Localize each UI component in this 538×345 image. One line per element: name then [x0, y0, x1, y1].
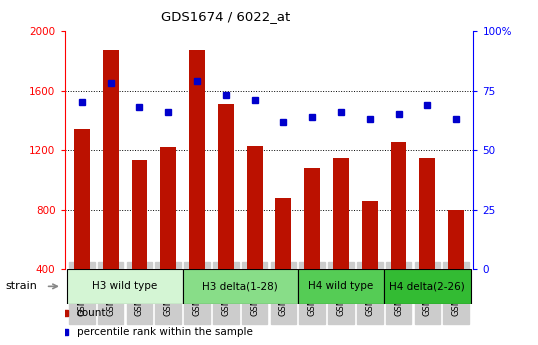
Bar: [182, 269, 298, 304]
Text: strain: strain: [5, 282, 37, 291]
Bar: [391, 142, 407, 269]
Bar: [67, 269, 182, 304]
Bar: [103, 50, 118, 269]
Bar: [74, 129, 90, 269]
Text: H3 delta(1-28): H3 delta(1-28): [202, 282, 278, 291]
Bar: [298, 269, 384, 304]
Text: GDS1674 / 6022_at: GDS1674 / 6022_at: [161, 10, 291, 23]
Bar: [305, 168, 320, 269]
Bar: [384, 269, 471, 304]
Bar: [218, 104, 233, 269]
Bar: [160, 147, 176, 269]
Text: percentile rank within the sample: percentile rank within the sample: [77, 327, 253, 337]
Text: count: count: [77, 308, 107, 318]
Bar: [362, 201, 378, 269]
Bar: [189, 50, 205, 269]
Bar: [333, 158, 349, 269]
Text: H4 wild type: H4 wild type: [308, 282, 373, 291]
Bar: [131, 160, 147, 269]
Bar: [420, 158, 435, 269]
Text: H4 delta(2-26): H4 delta(2-26): [390, 282, 465, 291]
Bar: [247, 146, 263, 269]
Bar: [448, 209, 464, 269]
Text: H3 wild type: H3 wild type: [93, 282, 158, 291]
Bar: [275, 198, 291, 269]
